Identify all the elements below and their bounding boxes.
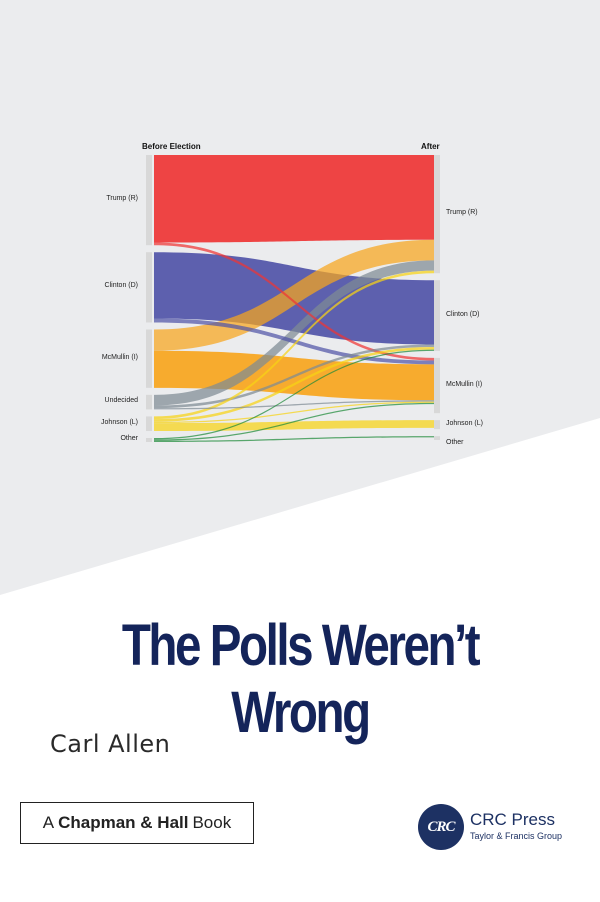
sankey-node [434,436,440,440]
sankey-node [146,438,152,442]
right-node-label: Clinton (D) [446,310,480,318]
left-node-label: Johnson (L) [101,418,138,426]
publisher-name: CRC Press [470,810,556,829]
crc-logo-icon: CRC [418,804,464,850]
sankey-flow [154,420,434,432]
left-node-label: McMullin (I) [101,353,138,361]
right-node-label: Other [446,439,464,447]
left-node-label: Trump (R) [106,195,138,203]
sankey-flow [154,401,434,424]
sankey-node [434,357,440,414]
sankey-flow [154,349,434,440]
chart-left-title: Before Election [142,142,201,151]
right-node-label: McMullin (I) [446,380,483,388]
series-badge: A Chapman & Hall Book [20,802,254,844]
left-node-label: Undecided [104,397,138,405]
sankey-flow [154,242,434,361]
sankey-node [434,420,440,430]
sankey-flow [154,155,434,243]
sankey-flow [154,318,434,365]
sankey-node [146,155,152,246]
sankey-flow [154,436,434,442]
book-author: Carl Allen [50,730,171,758]
publisher-group: Taylor & Francis Group [470,831,563,841]
left-node-label: Other [120,435,138,442]
sankey-flow [154,400,434,410]
series-suffix: Book [192,813,232,832]
sankey-node [434,280,440,351]
series-prefix: A [42,813,55,832]
sankey-flow [154,260,434,406]
sankey-chart [146,155,440,442]
sankey-node [146,394,152,410]
sankey-flow [154,402,434,441]
right-node-label: Trump (R) [446,209,478,217]
sankey-node [434,155,440,274]
sankey-flow [154,347,434,422]
sankey-flow [154,344,434,409]
sankey-flow [154,270,434,420]
left-node-label: Clinton (D) [104,282,138,290]
sankey-node [146,252,152,323]
right-node-label: Johnson (L) [446,419,483,427]
series-name: Chapman & Hall [58,813,189,832]
book-title: The Polls Weren’t Wrong [121,613,481,745]
sankey-node [146,329,152,388]
sankey-node [146,416,152,432]
chart-right-title: After [421,142,440,151]
